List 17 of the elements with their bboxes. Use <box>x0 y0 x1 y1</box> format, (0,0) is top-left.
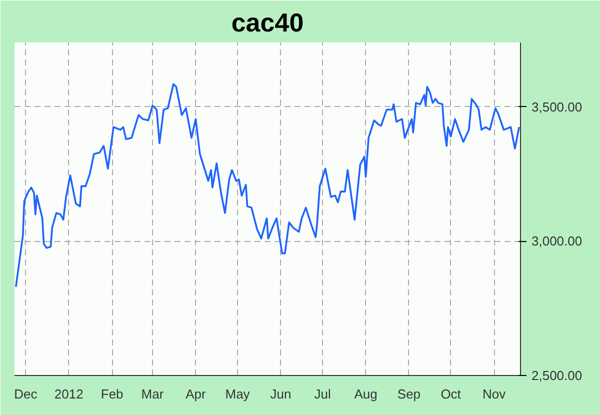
line-series <box>14 83 520 288</box>
y-tick-label: 2,500.00 <box>532 368 582 383</box>
x-tick-label: 2012 <box>54 386 84 402</box>
x-tick-label: Mar <box>141 386 164 402</box>
x-tick-label: Feb <box>100 386 124 402</box>
y-tick-label: 3,500.00 <box>532 99 582 114</box>
x-tick-label: Apr <box>186 386 206 402</box>
x-tick-label: Jul <box>314 386 331 402</box>
x-tick-label: May <box>225 386 250 402</box>
x-tick-label: Jun <box>270 386 292 402</box>
x-tick-label: Dec <box>14 386 38 402</box>
x-tick-label: Oct <box>440 386 462 402</box>
x-tick-label: Nov <box>482 386 506 402</box>
x-tick-label: Sep <box>397 386 421 402</box>
y-tick-label: 3,000.00 <box>532 234 582 249</box>
chart-title: cac40 <box>231 8 304 38</box>
x-tick-label: Aug <box>354 386 378 402</box>
